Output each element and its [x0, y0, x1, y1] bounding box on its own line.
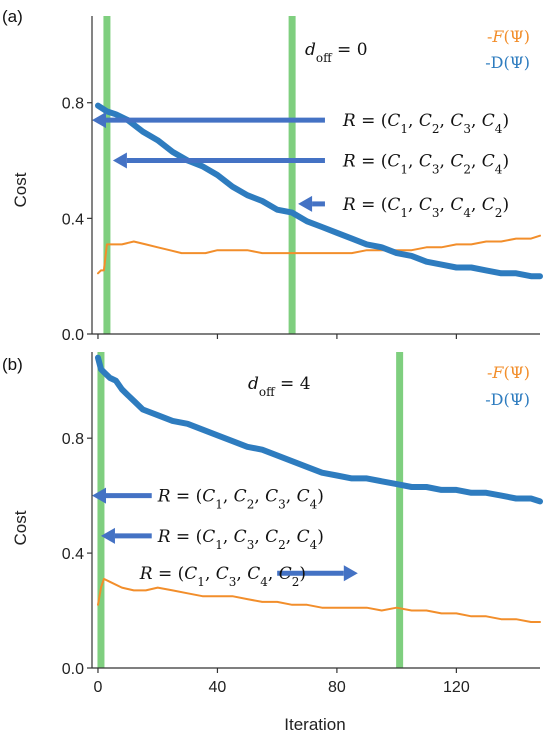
panel-b-legend-entry-0: -F(Ψ): [487, 363, 530, 382]
panel-a-green-band-1: [288, 16, 296, 334]
panel-a-label: (a): [2, 7, 23, 26]
panel-a-arrow-2-head: [298, 195, 313, 212]
panel-a-arrow-2-label: R = (C1, C3, C4, C2): [342, 195, 509, 220]
panel-a: (a) R = (C1, C2, C3, C4) R = (C1, C3, C2,…: [2, 7, 543, 344]
panel-a-arrow-1-head: [112, 152, 127, 169]
panel-b-y-tick-label-0: 0.0: [62, 661, 84, 678]
panel-b-arrows: R = (C1, C2, C3, C4) R = (C1, C3, C2, C4)…: [92, 487, 358, 589]
panel-a-series-D-line: [95, 102, 543, 280]
panel-b-y-tick-label-1: 0.4: [62, 546, 84, 563]
panel-a-legend-entry-1: -D(Ψ): [485, 53, 530, 72]
panel-a-arrow-0-label: R = (C1, C2, C3, C4): [342, 111, 509, 136]
panel-b-arrow-1-head: [100, 527, 115, 544]
panel-a-arrow-0-head: [92, 112, 106, 129]
panel-b-arrow-0-label: R = (C1, C2, C3, C4): [157, 487, 324, 512]
panel-b: (b) R = (C1, C2, C3, C4) R = (C1, C3, C2,…: [2, 352, 543, 696]
panel-a-y-tick-label-2: 0.8: [62, 96, 84, 113]
panel-b-legend-entry-1: -D(Ψ): [485, 390, 530, 409]
panel-b-x-tick-label-0: 0: [94, 679, 103, 696]
panel-a-arrows: R = (C1, C2, C3, C4) R = (C1, C3, C2, C4)…: [92, 111, 509, 220]
panel-b-series-F-line: [97, 577, 541, 623]
panel-a-series-F-line: [97, 234, 541, 275]
panel-b-y-ticks: 0.0 0.4 0.8: [62, 431, 92, 678]
panel-b-annotation: doff = 4: [248, 374, 311, 399]
panel-b-y-tick-label-2: 0.8: [62, 431, 84, 448]
panel-b-axes: [91, 352, 540, 673]
panel-a-y-tick-label-1: 0.4: [62, 211, 84, 228]
panel-b-arrow-2-head: [343, 565, 358, 582]
panel-b-arrow-2-label: R = (C1, C3, C4, C2): [139, 564, 306, 589]
x-axis-title: Iteration: [284, 715, 345, 734]
panel-b-series: [95, 354, 543, 623]
panel-b-green-band-1: [396, 352, 404, 668]
panel-b-green-band-0: [97, 352, 105, 668]
panel-a-annotation: doff = 0: [305, 40, 368, 65]
panel-a-series: [95, 102, 543, 280]
panel-a-arrow-1-label: R = (C1, C3, C2, C4): [342, 152, 509, 177]
panel-a-legend: -F(Ψ) -D(Ψ): [485, 27, 530, 72]
panel-a-legend-entry-0: -F(Ψ): [487, 27, 530, 46]
panel-b-x-tick-label-1: 40: [209, 679, 227, 696]
panel-b-y-axis-title: Cost: [11, 510, 30, 545]
panel-a-y-axis-title: Cost: [11, 172, 30, 207]
panel-b-bands: [97, 352, 404, 668]
panel-a-axes: [91, 16, 540, 339]
panel-b-x-tick-label-2: 80: [328, 679, 346, 696]
panel-b-legend: -F(Ψ) -D(Ψ): [485, 363, 530, 409]
panel-b-arrow-0-head: [92, 487, 106, 504]
panel-a-y-tick-label-0: 0.0: [62, 327, 84, 344]
panel-b-arrow-1-label: R = (C1, C3, C2, C4): [157, 527, 324, 552]
panel-a-bands: [103, 16, 296, 334]
panel-b-x-ticks: 0 40 80 120: [94, 679, 470, 696]
panel-b-series-D-line: [95, 354, 543, 505]
panel-b-label: (b): [2, 355, 23, 374]
panel-a-green-band-0: [103, 16, 111, 334]
panel-a-y-ticks: 0.0 0.4 0.8: [62, 96, 92, 344]
panel-b-x-tick-label-3: 120: [443, 679, 470, 696]
